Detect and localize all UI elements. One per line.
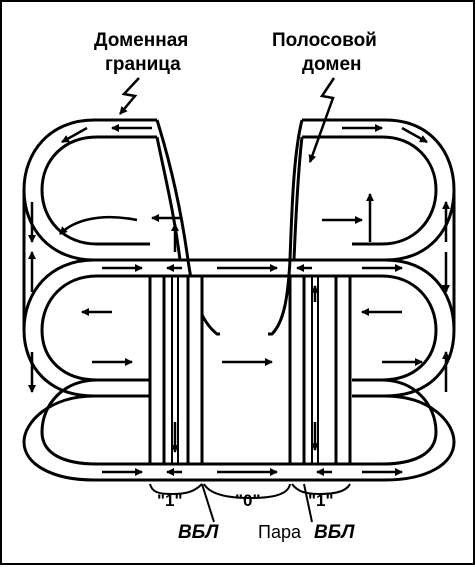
stripe-domain-label-line2: домен <box>302 54 362 75</box>
bit-brackets <box>149 483 351 523</box>
stripe-domain-pointer <box>308 77 336 163</box>
vbl-bar-3 <box>288 274 306 466</box>
domain-boundary-label-line2: граница <box>105 54 181 75</box>
vbl-bar-1 <box>148 274 166 466</box>
vbl-stripes <box>148 274 352 466</box>
pair-vbl-label: ВБЛ <box>314 522 355 543</box>
vbl-label: ВБЛ <box>178 522 219 543</box>
bit-label-one-right: "1" <box>308 491 334 510</box>
bit-label-one-left: "1" <box>157 491 183 510</box>
stripe-domain-outline <box>22 118 456 482</box>
domain-boundary-pointer <box>119 77 140 115</box>
pair-label: Пара <box>258 522 302 542</box>
bit-label-zero: "0" <box>235 491 261 510</box>
stripe-domain-label-line1: Полосовой <box>272 30 377 51</box>
vbl-inner-lines <box>171 276 319 464</box>
vbl-bar-2 <box>186 274 204 466</box>
magnetization-arrows <box>28 124 450 476</box>
domain-boundary-label-line1: Доменная <box>94 30 188 51</box>
vbl-bar-4 <box>334 274 352 466</box>
